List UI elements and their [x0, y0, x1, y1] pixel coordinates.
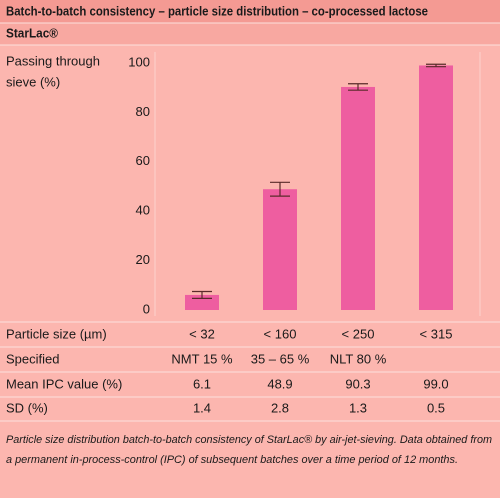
mean-value: 6.1 — [193, 376, 211, 391]
error-bar — [270, 181, 290, 197]
x-tick-label: < 250 — [342, 326, 375, 341]
mean-value: 48.9 — [267, 376, 292, 391]
y-axis-label: sieve (%) — [6, 74, 60, 89]
caption: Particle size distribution batch-to-batc… — [6, 434, 492, 446]
x-tick-label: < 32 — [189, 326, 215, 341]
subtitle-band — [0, 23, 500, 45]
bar — [419, 65, 453, 310]
sd-value: 1.3 — [349, 400, 367, 415]
y-tick-label: 60 — [136, 153, 150, 168]
row-label: SD (%) — [6, 400, 48, 415]
title-band — [0, 0, 500, 23]
y-tick-label: 20 — [136, 252, 150, 267]
x-tick-label: < 160 — [264, 326, 297, 341]
caption: a permanent in-process-control (IPC) of … — [6, 454, 458, 466]
specified-value: NMT 15 % — [171, 351, 233, 366]
bar — [341, 86, 375, 310]
row-label: Particle size (µm) — [6, 326, 107, 341]
error-bar — [348, 83, 368, 91]
x-tick-label: < 315 — [420, 326, 453, 341]
error-bar — [426, 63, 446, 68]
y-axis-label: Passing through — [6, 53, 100, 68]
row-label: Specified — [6, 351, 59, 366]
y-tick-label: 100 — [128, 54, 150, 69]
bar — [263, 189, 297, 310]
sd-value: 2.8 — [271, 400, 289, 415]
chart-title: Batch-to-batch consistency – particle si… — [6, 3, 428, 18]
specified-value: 35 – 65 % — [251, 351, 310, 366]
y-tick-label: 0 — [143, 301, 150, 316]
y-tick-label: 80 — [136, 104, 150, 119]
y-tick-label: 40 — [136, 203, 150, 218]
chart-subtitle: StarLac® — [6, 25, 58, 40]
row-label: Mean IPC value (%) — [6, 376, 122, 391]
sd-value: 0.5 — [427, 400, 445, 415]
mean-value: 90.3 — [345, 376, 370, 391]
error-bar — [192, 290, 212, 299]
sd-value: 1.4 — [193, 400, 211, 415]
specified-value: NLT 80 % — [330, 351, 387, 366]
mean-value: 99.0 — [423, 376, 448, 391]
